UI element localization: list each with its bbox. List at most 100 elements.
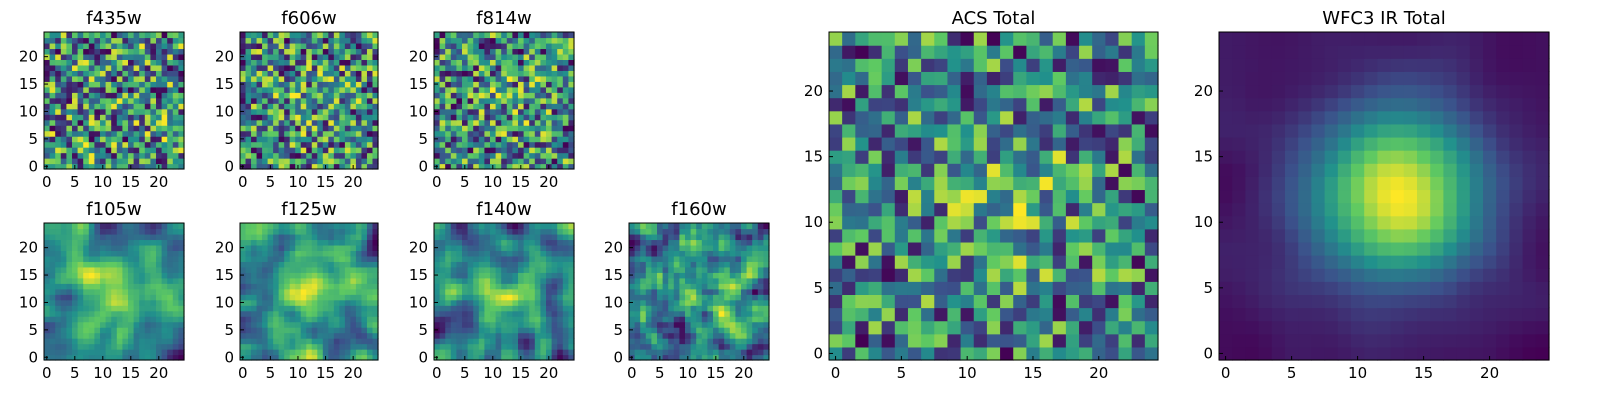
heatmap-cell bbox=[881, 176, 896, 191]
heatmap-cell bbox=[333, 37, 340, 44]
heatmap-cell bbox=[456, 158, 463, 165]
heatmap-cell bbox=[328, 152, 335, 159]
heatmap-cell bbox=[333, 294, 340, 301]
heatmap-cell bbox=[306, 255, 313, 262]
heatmap-cell bbox=[150, 294, 157, 301]
heatmap-cell bbox=[161, 158, 168, 165]
heatmap-cell bbox=[322, 64, 329, 71]
heatmap-cell bbox=[1092, 189, 1106, 204]
heatmap-cell bbox=[295, 130, 302, 137]
heatmap-cell bbox=[557, 114, 564, 121]
heatmap-cell bbox=[462, 37, 469, 44]
heatmap-cell bbox=[366, 32, 374, 39]
heatmap-cell bbox=[278, 288, 285, 295]
heatmap-cell bbox=[445, 327, 452, 334]
heatmap-cell bbox=[150, 32, 157, 39]
heatmap-cell bbox=[94, 310, 101, 317]
heatmap-cell bbox=[685, 239, 692, 246]
heatmap-cell bbox=[262, 53, 269, 60]
heatmap-cell bbox=[144, 32, 151, 39]
heatmap-cell bbox=[105, 147, 112, 154]
heatmap-cell bbox=[568, 233, 575, 241]
heatmap-cell bbox=[501, 103, 508, 110]
heatmap-cell bbox=[273, 114, 280, 121]
heatmap-cell bbox=[245, 244, 252, 251]
heatmap-cell bbox=[333, 321, 340, 328]
heatmap-cell bbox=[529, 125, 536, 132]
heatmap-cell bbox=[344, 321, 351, 328]
heatmap-cell bbox=[506, 163, 513, 170]
heatmap-cell bbox=[144, 53, 151, 60]
heatmap-cell bbox=[450, 338, 457, 345]
heatmap-cell bbox=[947, 307, 962, 322]
heatmap-cell bbox=[339, 239, 346, 246]
heatmap-cell bbox=[94, 250, 101, 257]
heatmap-cell bbox=[445, 152, 452, 159]
heatmap-cell bbox=[1118, 136, 1133, 151]
heatmap-cell bbox=[445, 223, 452, 230]
heatmap-cell bbox=[139, 125, 146, 132]
heatmap-cell bbox=[144, 42, 151, 50]
heatmap-cell bbox=[278, 327, 285, 334]
heatmap-cell bbox=[718, 310, 725, 317]
heatmap-cell bbox=[156, 277, 163, 284]
heatmap-cell bbox=[434, 349, 441, 356]
heatmap-cell bbox=[540, 130, 547, 137]
heatmap-cell bbox=[855, 189, 870, 204]
heatmap-cell bbox=[434, 294, 441, 301]
heatmap-cell bbox=[150, 327, 157, 334]
heatmap-cell bbox=[355, 119, 363, 126]
heatmap-cell bbox=[724, 261, 731, 268]
heatmap-cell bbox=[328, 119, 335, 126]
heatmap-cell bbox=[161, 130, 168, 137]
heatmap-cell bbox=[512, 223, 519, 230]
heatmap-cell bbox=[344, 239, 351, 246]
heatmap-cell bbox=[701, 354, 708, 361]
heatmap-cell bbox=[300, 244, 307, 251]
heatmap-cell bbox=[662, 244, 669, 251]
heatmap-cell bbox=[322, 48, 329, 55]
heatmap-cell bbox=[445, 92, 452, 99]
heatmap-cell bbox=[300, 163, 307, 170]
heatmap-cell bbox=[506, 42, 513, 50]
heatmap-cell bbox=[372, 163, 379, 170]
heatmap-cell bbox=[150, 125, 157, 132]
heatmap-cell bbox=[868, 150, 883, 164]
heatmap-cell bbox=[66, 288, 73, 295]
heatmap-cell bbox=[735, 305, 742, 312]
heatmap-cell bbox=[366, 223, 374, 230]
heatmap-cell bbox=[128, 114, 135, 121]
heatmap-cell bbox=[506, 338, 513, 345]
heatmap-cell bbox=[311, 103, 318, 110]
heatmap-cell bbox=[534, 228, 541, 235]
heatmap-cell bbox=[473, 349, 480, 356]
heatmap-cell bbox=[551, 327, 558, 334]
heatmap-cell bbox=[495, 53, 502, 60]
heatmap-cell bbox=[434, 86, 441, 93]
heatmap-cell bbox=[1144, 333, 1159, 348]
heatmap-cell bbox=[88, 239, 95, 246]
heatmap-cell bbox=[523, 261, 530, 268]
heatmap-cell bbox=[273, 59, 280, 66]
heatmap-cell bbox=[66, 75, 73, 82]
heatmap-cell bbox=[546, 42, 553, 50]
heatmap-cell bbox=[490, 64, 497, 71]
heatmap-cell bbox=[506, 327, 513, 334]
heatmap-cell bbox=[245, 294, 252, 301]
heatmap-cell bbox=[456, 48, 463, 55]
heatmap-cell bbox=[350, 130, 357, 137]
heatmap-cell bbox=[111, 305, 118, 312]
heatmap-cell bbox=[60, 86, 67, 93]
heatmap-cell bbox=[679, 233, 686, 241]
heatmap-cell bbox=[306, 86, 313, 93]
heatmap-cell bbox=[284, 81, 291, 88]
heatmap-cell bbox=[273, 147, 280, 154]
heatmap-cell bbox=[251, 81, 258, 88]
heatmap-cell bbox=[673, 250, 680, 257]
heatmap-cell bbox=[344, 272, 351, 279]
heatmap-cell bbox=[111, 108, 118, 115]
heatmap-cell bbox=[161, 266, 168, 273]
heatmap-cell bbox=[947, 123, 962, 138]
heatmap-cell bbox=[546, 316, 553, 323]
